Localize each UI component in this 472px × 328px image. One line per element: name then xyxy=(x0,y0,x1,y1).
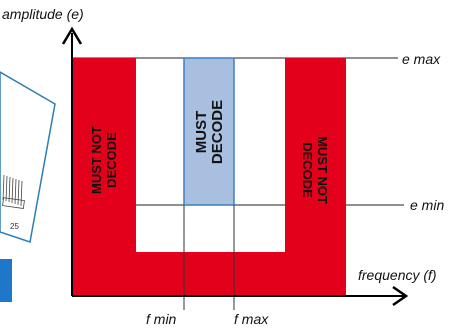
left-zone-line2: DECODE xyxy=(104,132,119,188)
book-page-outline xyxy=(0,71,56,243)
book-tick-marks xyxy=(2,174,25,209)
middle-zone-line2: DECODE xyxy=(209,100,226,164)
must-decode-region xyxy=(183,57,235,206)
x-axis-label: frequency (f) xyxy=(358,267,437,283)
x-axis-arrowhead xyxy=(392,285,409,307)
e-min-label: e min xyxy=(410,197,444,213)
middle-zone-label: MUST DECODE xyxy=(193,100,226,164)
left-zone-line1: MUST NOT xyxy=(89,126,104,194)
book-page-number: 25 xyxy=(10,222,19,231)
right-zone-line1: MUST NOT xyxy=(315,136,330,204)
e-max-label: e max xyxy=(402,51,441,67)
f-min-label: f min xyxy=(146,311,177,327)
y-axis-arrowhead xyxy=(61,26,83,45)
f-max-label: f max xyxy=(234,311,269,327)
y-axis-label: amplitude (e) xyxy=(2,6,84,22)
book-thumbnail: 25 xyxy=(0,71,56,302)
right-zone-label: MUST NOT DECODE xyxy=(300,136,330,204)
left-zone-label: MUST NOT DECODE xyxy=(89,126,119,194)
right-zone-line2: DECODE xyxy=(300,142,315,198)
middle-zone-line1: MUST xyxy=(193,111,210,154)
must-not-decode-region xyxy=(72,58,346,296)
blue-bar xyxy=(0,259,12,302)
